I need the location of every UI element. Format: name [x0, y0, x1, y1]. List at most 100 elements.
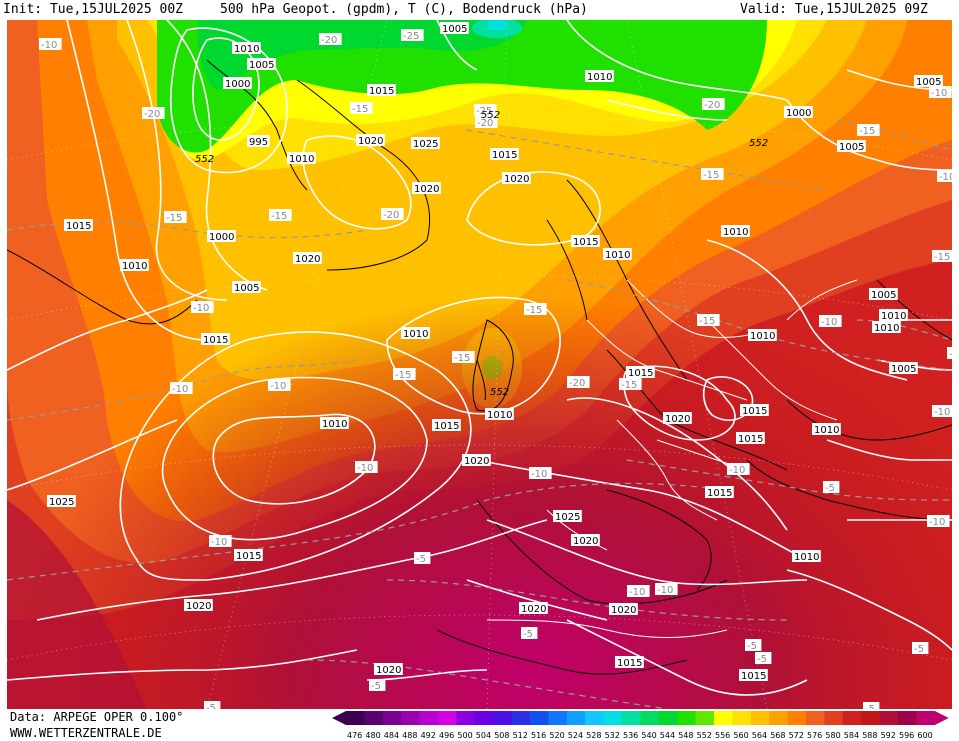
isobar-label: 1015 [432, 419, 461, 432]
temperature-label: -5 [912, 642, 929, 655]
isobar-label: 1015 [571, 235, 600, 248]
isobar-label-text: 1005 [871, 290, 896, 301]
isobar-label: 1015 [367, 84, 396, 97]
geopotential-label-text: 552 [195, 154, 214, 165]
temperature-label-text: -5 [825, 483, 835, 494]
legend-swatch [824, 711, 844, 725]
legend-swatch [640, 711, 660, 725]
isobar-label: 1015 [64, 219, 93, 232]
temperature-label-text: -10 [270, 381, 286, 392]
temperature-label: -20 [475, 116, 498, 129]
temperature-label-text: -15 [526, 305, 542, 316]
temperature-label-text: -5 [865, 704, 875, 709]
temperature-label: -10 [727, 463, 750, 476]
isobar-label: 1015 [705, 486, 734, 499]
temperature-label-text: -10 [821, 317, 837, 328]
geopotential-label: 552 [490, 387, 509, 398]
temperature-label: -15 [164, 211, 187, 224]
temperature-label: -15 [350, 102, 373, 115]
temperature-label-text: -10 [931, 88, 947, 99]
legend-value: 564 [752, 731, 767, 740]
isobar-label-text: 1010 [122, 261, 147, 272]
temperature-label: -15 [619, 378, 642, 391]
isobar-label-text: 1015 [492, 150, 517, 161]
legend-swatch [750, 711, 770, 725]
temperature-label-text: -5 [914, 644, 924, 655]
isobar-label-text: 1015 [617, 658, 642, 669]
legend-value: 540 [641, 731, 656, 740]
legend-swatch [585, 711, 605, 725]
temperature-label: -5 [369, 679, 386, 692]
legend-value: 488 [402, 731, 417, 740]
temperature-label-text: -20 [321, 35, 337, 46]
isobar-label: 1010 [603, 248, 632, 261]
legend-swatch [787, 711, 807, 725]
legend-value: 512 [513, 731, 528, 740]
legend-swatch [842, 711, 862, 725]
temperature-label-text: -25 [476, 106, 492, 117]
isobar-label: 1025 [553, 510, 582, 523]
isobar-label: 1010 [232, 42, 261, 55]
legend-swatch [493, 711, 513, 725]
temperature-label-text: -10 [657, 585, 673, 596]
temperature-label-text: -10 [172, 384, 188, 395]
isobar-label-text: 1010 [874, 323, 899, 334]
temperature-label-text: -10 [41, 40, 57, 51]
temperature-label: -20 [702, 98, 725, 111]
temperature-label-text: -10 [934, 407, 950, 418]
legend-value: 548 [678, 731, 693, 740]
temperature-label: -10 [355, 461, 378, 474]
temperature-label: -10 [932, 405, 952, 418]
temperature-label-text: -25 [403, 31, 419, 42]
legend-swatch [677, 711, 697, 725]
isobar-label: 1010 [721, 225, 750, 238]
isobar-label: 1005 [232, 281, 261, 294]
legend-value: 600 [917, 731, 932, 740]
legend-value: 580 [825, 731, 840, 740]
legend-value: 504 [476, 731, 491, 740]
isobar-label: 1020 [571, 534, 600, 547]
legend-value: 592 [881, 731, 896, 740]
legend-swatch [548, 711, 568, 725]
isobar-label: 1015 [736, 432, 765, 445]
legend-value: 516 [531, 731, 546, 740]
isobar-label: 1020 [374, 663, 403, 676]
isotherms [7, 119, 952, 709]
temperature-label: -10 [209, 535, 232, 548]
legend-swatch [511, 711, 531, 725]
temperature-label-text: -10 [531, 469, 547, 480]
legend-swatch [769, 711, 789, 725]
isobar-label: 1020 [356, 134, 385, 147]
isobar-label: 1010 [748, 329, 777, 342]
legend-swatch [879, 711, 899, 725]
temperature-label: -15 [701, 168, 724, 181]
temperature-label: -15 [524, 303, 547, 316]
legend-value: 596 [899, 731, 914, 740]
temperature-labels: -10 -20 -25-20 -15 -25-20-20-10-15 -15 -20-15-… [39, 29, 952, 709]
legend-value: 568 [770, 731, 785, 740]
legend-value: 536 [623, 731, 638, 740]
isobar-label: 1010 [585, 70, 614, 83]
isobar-label-text: 1015 [369, 86, 394, 97]
geopotential-label-text: 552 [481, 110, 500, 121]
legend-value: 496 [439, 731, 454, 740]
isobar-label-text: 1020 [295, 254, 320, 265]
isobar-label-text: 1020 [504, 174, 529, 185]
website-label: WWW.WETTERZENTRALE.DE [10, 726, 162, 740]
temperature-label-text: -10 [729, 465, 745, 476]
isobar-label: 1015 [201, 333, 230, 346]
isobar-label: 1010 [320, 417, 349, 430]
isobar-label-text: 1010 [814, 425, 839, 436]
legend-value: 544 [660, 731, 675, 740]
legend-value: 584 [844, 731, 859, 740]
legend-value: 576 [807, 731, 822, 740]
legend-swatch [622, 711, 641, 725]
legend-swatch [806, 711, 825, 725]
temperature-label: -5 [204, 701, 221, 709]
isobar-label-text: 1005 [916, 77, 941, 88]
isobar-label: 1005 [440, 22, 469, 35]
isobar-label-text: 1025 [413, 139, 438, 150]
isobar-label-text: 1010 [881, 311, 906, 322]
legend-arrow-left [332, 711, 346, 725]
isobar-label-text: 1005 [891, 364, 916, 375]
